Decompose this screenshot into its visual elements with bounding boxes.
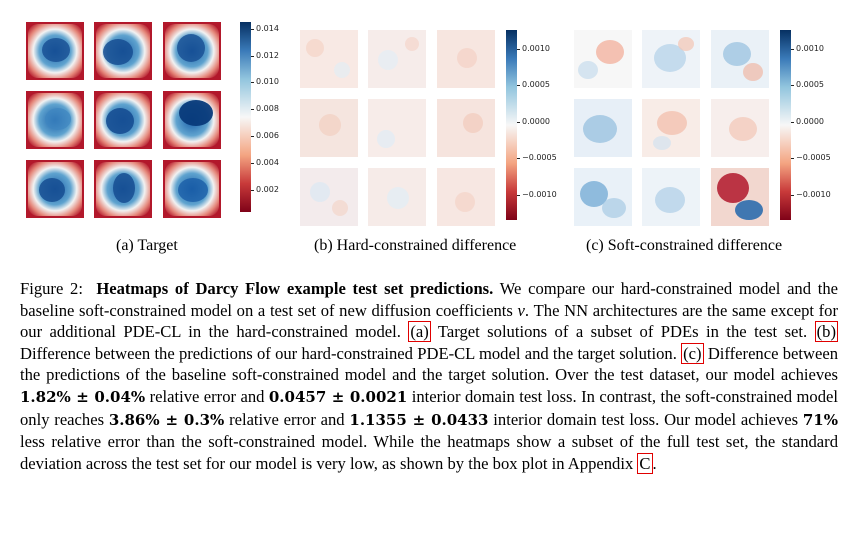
- heatmap-tile: [437, 99, 495, 157]
- caption-metric: 1.82% ± 0.04%: [20, 387, 146, 406]
- ref-link-a[interactable]: (a): [408, 321, 431, 343]
- colorbar-hard: [506, 30, 517, 220]
- heatmap-tile: [26, 22, 84, 80]
- heatmap-tile: [26, 91, 84, 149]
- caption-text: interior domain test loss. Our model ach…: [493, 409, 799, 429]
- heatmap-tile: [94, 160, 152, 218]
- heatmap-tile: [163, 22, 221, 80]
- caption-text: We compare our hard-constrained model an…: [20, 279, 838, 320]
- caption-text: .: [652, 453, 657, 473]
- caption-text: . The NN architectures are the same exce…: [20, 300, 838, 342]
- caption-text: interior domain test loss. In contrast, …: [20, 386, 838, 429]
- caption-text: Difference between the predictions of ou…: [20, 343, 677, 363]
- colorbar-target: [240, 22, 251, 212]
- caption-text: Difference between the predictions of th…: [20, 343, 839, 385]
- heatmap-tile: [711, 30, 769, 88]
- colorbar-tick: 0.004: [256, 158, 279, 167]
- figure-caption: Figure 2: Heatmaps of Darcy Flow example…: [20, 278, 838, 474]
- heatmap-tile: [437, 168, 495, 226]
- heatmap-tile: [163, 91, 221, 149]
- heatmap-tile: [711, 168, 769, 226]
- heatmap-tile: [437, 30, 495, 88]
- caption-metric: 71%: [802, 410, 838, 429]
- colorbar-tick: 0.014: [256, 24, 279, 33]
- heatmap-tile: [368, 99, 426, 157]
- colorbar-tick: 0.0000: [522, 117, 550, 126]
- heatmap-tile: [642, 99, 700, 157]
- heatmap-tile: [94, 91, 152, 149]
- colorbar-tick: 0.0010: [796, 44, 824, 53]
- caption-symbol: ν: [517, 300, 525, 320]
- caption-metric: 0.0457 ± 0.0021: [268, 387, 408, 406]
- colorbar-tick: 0.008: [256, 104, 279, 113]
- colorbar-tick: 0.0005: [796, 80, 824, 89]
- heatmap-tile: [642, 168, 700, 226]
- ref-link-appendix[interactable]: C: [637, 452, 653, 474]
- colorbar-tick: 0.006: [256, 131, 279, 140]
- ref-link-c[interactable]: (c): [681, 342, 704, 364]
- heatmap-tile: [642, 30, 700, 88]
- caption-text: Target solutions of a subset of PDEs in …: [437, 322, 808, 342]
- subcaption-soft: (c) Soft-constrained difference: [586, 237, 783, 254]
- heatmap-tile: [711, 99, 769, 157]
- colorbar-soft: [780, 30, 791, 220]
- subcaption-target: (a) Target: [116, 237, 178, 254]
- heatmap-tile: [300, 99, 358, 157]
- caption-label: Figure 2:: [20, 279, 83, 298]
- heatmap-tile: [300, 30, 358, 88]
- subcaption-hard: (b) Hard-constrained difference: [314, 237, 517, 254]
- colorbar-tick: −0.0010: [796, 190, 831, 199]
- heatmap-tile: [368, 30, 426, 88]
- heatmap-tile: [574, 99, 632, 157]
- colorbar-tick: −0.0010: [522, 190, 557, 199]
- heatmap-tile: [94, 22, 152, 80]
- caption-metric: 1.1355 ± 0.0433: [349, 410, 489, 429]
- caption-metric: 3.86% ± 0.3%: [108, 410, 225, 429]
- colorbar-tick: 0.010: [256, 77, 279, 86]
- heatmap-tile: [368, 168, 426, 226]
- colorbar-tick: 0.0010: [522, 44, 550, 53]
- ref-link-b[interactable]: (b): [814, 321, 838, 343]
- caption-text: relative error and: [149, 386, 265, 406]
- heatmap-tile: [26, 160, 84, 218]
- heatmap-tile: [163, 160, 221, 218]
- colorbar-tick: 0.0000: [796, 117, 824, 126]
- heatmap-tile: [574, 168, 632, 226]
- colorbar-tick: −0.0005: [796, 153, 831, 162]
- colorbar-tick: 0.0005: [522, 80, 550, 89]
- colorbar-tick: 0.012: [256, 51, 279, 60]
- colorbar-tick: −0.0005: [522, 153, 557, 162]
- caption-text: less relative error than the soft-constr…: [20, 432, 838, 473]
- heatmap-tile: [300, 168, 358, 226]
- caption-title: Heatmaps of Darcy Flow example test set …: [96, 279, 494, 298]
- colorbar-tick: 0.002: [256, 185, 279, 194]
- heatmap-tile: [574, 30, 632, 88]
- caption-text: relative error and: [229, 409, 345, 429]
